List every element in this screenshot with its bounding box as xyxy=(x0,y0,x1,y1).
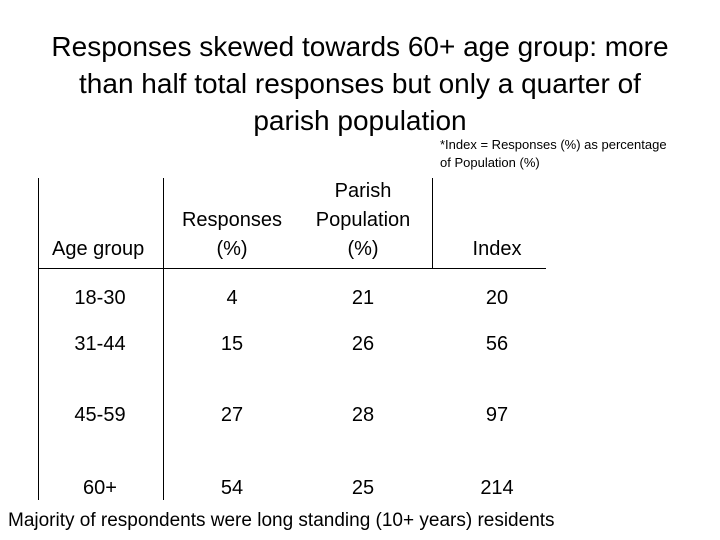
table-cell: 4 xyxy=(226,287,238,309)
table-border xyxy=(38,178,39,500)
header-cell: Parish Population (%) xyxy=(315,180,411,260)
table-cell: 27 xyxy=(220,404,244,426)
table-cell: 60+ xyxy=(83,477,117,499)
table-cell: 97 xyxy=(485,404,509,426)
header-cell: Index xyxy=(472,238,522,260)
header-cell: Age group xyxy=(52,238,145,260)
title-line: Responses skewed towards 60+ age group: … xyxy=(51,31,669,62)
table-cell: 15 xyxy=(220,333,244,355)
table-border xyxy=(163,178,164,500)
table-cell: 25 xyxy=(351,477,375,499)
table-cell: 56 xyxy=(485,333,509,355)
title-line: than half total responses but only a qua… xyxy=(79,68,641,99)
table-cell: 20 xyxy=(485,287,509,309)
table-cell: 26 xyxy=(351,333,375,355)
table-cell: 45-59 xyxy=(74,404,126,426)
table-cell: 54 xyxy=(220,477,244,499)
table-cell: 31-44 xyxy=(74,333,126,355)
table-cell: 18-30 xyxy=(74,287,126,309)
table-cell: 214 xyxy=(480,477,514,499)
footer: Majority of respondents were long standi… xyxy=(8,510,555,531)
title-line: parish population xyxy=(253,105,467,136)
table-cell: 28 xyxy=(351,404,375,426)
table-cell: 21 xyxy=(351,287,375,309)
note: *Index = Responses (%) as percentage of … xyxy=(440,137,667,170)
table-border xyxy=(432,178,433,268)
table-border xyxy=(38,268,546,269)
header-cell: Responses (%) xyxy=(181,209,283,260)
